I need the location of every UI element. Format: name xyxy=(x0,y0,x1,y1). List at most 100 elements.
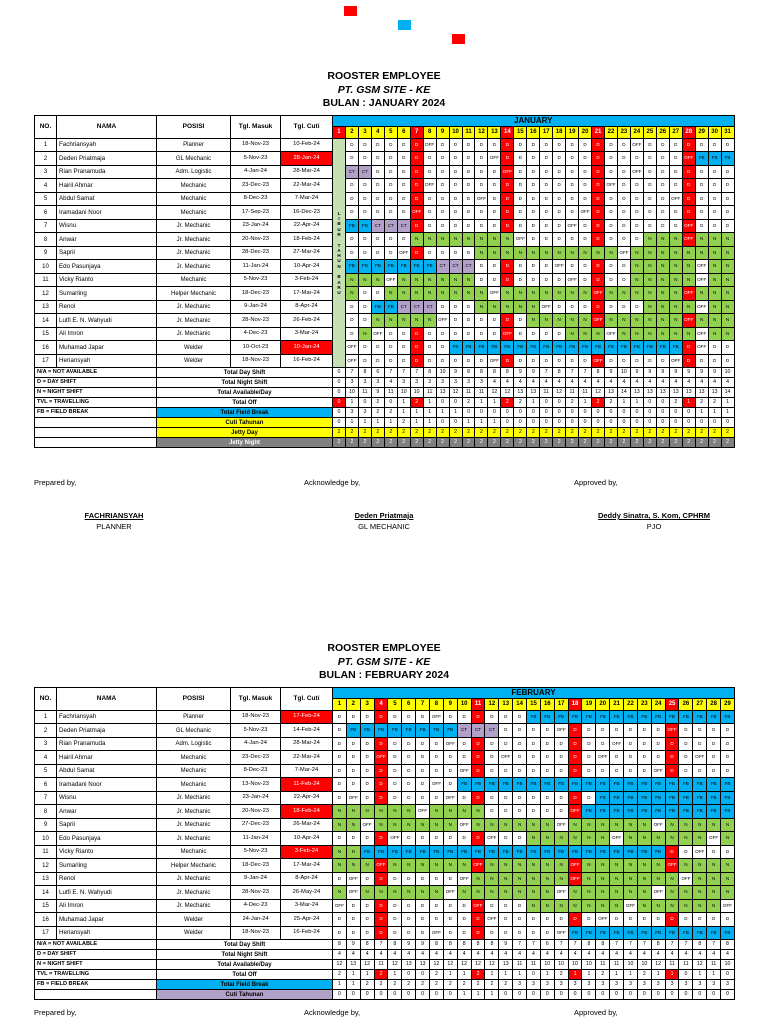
shift-cell: N xyxy=(720,245,735,261)
shift-cell: N xyxy=(720,871,735,887)
holiday-strip-letter: A xyxy=(337,247,341,253)
shift-cell: FB xyxy=(623,844,638,860)
shift-cell: FB xyxy=(357,218,372,234)
employee-row: 16 Muhamad Japar Welder 10-Oct-23 10-Jan-24 O… xyxy=(34,340,735,355)
roster-table-january: NO. NAMA POSISI Tgl. Masuk Tgl. Cuti JANUARY 1… xyxy=(34,114,735,449)
summary-value: 8 xyxy=(581,939,597,951)
summary-value: 0 xyxy=(668,417,683,429)
day-header-cell-holiday: 18 xyxy=(567,697,583,711)
employee-position: Jr. Mechanic xyxy=(156,898,231,914)
summary-value: 2 xyxy=(707,437,722,449)
shift-cell: D xyxy=(668,205,683,220)
employee-row: 10 Edo Pasunjaya Jr. Mechanic 11-Jan-24 10-A… xyxy=(34,259,735,274)
shift-cell: FB xyxy=(526,777,541,792)
shift-cell: OFF xyxy=(484,912,500,927)
shift-cell: OFF xyxy=(678,871,694,887)
shift-cell: D xyxy=(707,353,722,369)
shift-cell: N xyxy=(604,286,618,301)
summary-row: TVL = TRAVELLING Total Off 2 1 1 2 1 0 0 2 1 1 2 1 1 1 0… xyxy=(34,969,735,981)
shift-cell: N xyxy=(401,858,417,873)
shift-cell: OFF xyxy=(692,750,708,765)
shift-cell: D xyxy=(567,723,583,738)
shift-cell: D xyxy=(383,205,398,220)
shift-cell: N xyxy=(642,326,657,342)
shift-cell: D xyxy=(692,723,708,738)
shift-cell: D xyxy=(720,218,735,234)
day-number-row: 1 2 3 4 5 6 7 8 9 10 11 12 13 14 15 16 17 18 19 20 21 22 23 24 2… xyxy=(35,125,735,139)
shift-cell: OFF xyxy=(422,137,437,153)
shift-cell: D xyxy=(359,763,375,779)
signature-acknowledge: Acknowledge by, Deden Priatmaja GL MECHA… xyxy=(304,478,464,531)
summary-value: 12 xyxy=(500,387,515,399)
summary-value: 2 xyxy=(474,437,489,449)
summary-value: 13 xyxy=(681,387,696,399)
shift-cell: N xyxy=(357,272,372,288)
summary-value: 2 xyxy=(357,437,372,449)
shift-cell: N xyxy=(470,817,486,833)
summary-value: 11 xyxy=(461,387,476,399)
day-header-cell: 22 xyxy=(623,697,638,711)
shift-cell: D xyxy=(513,164,528,180)
shift-cell: OFF xyxy=(422,178,437,193)
shift-cell: FB xyxy=(539,777,555,792)
shift-cell: D xyxy=(526,137,541,153)
shift-cell: N xyxy=(484,858,500,873)
shift-cell: OFF xyxy=(609,736,625,752)
shift-cell: D xyxy=(401,736,417,752)
shift-cell: D xyxy=(387,777,403,792)
shift-cell: D xyxy=(415,736,431,752)
shift-cell: D xyxy=(706,723,722,738)
shift-cell: FB xyxy=(595,804,611,819)
shift-cell: N xyxy=(655,326,670,342)
shift-cell: D xyxy=(512,925,528,941)
shift-cell: N xyxy=(681,299,696,315)
shift-cell: D xyxy=(500,178,515,193)
day-header-cell: 20 xyxy=(578,125,593,139)
shift-cell: N xyxy=(636,817,652,833)
shift-cell: OFF xyxy=(553,885,569,900)
shift-cell: D xyxy=(344,245,359,261)
shift-cell: D xyxy=(387,790,403,806)
shift-cell: N xyxy=(484,817,500,833)
shift-cell: N xyxy=(636,871,652,887)
shift-cell: N xyxy=(578,286,593,301)
shift-cell: N xyxy=(655,245,670,261)
summary-value: 1 xyxy=(526,397,541,409)
shift-cell: FB xyxy=(706,709,722,725)
shift-cell: N xyxy=(581,817,597,833)
summary-value: 9 xyxy=(498,939,514,951)
shift-cell: N xyxy=(345,858,361,873)
shift-cell: OFF xyxy=(539,299,554,315)
row-number: 7 xyxy=(34,218,57,234)
shift-cell: D xyxy=(513,151,528,166)
summary-value: 11 xyxy=(383,387,398,399)
shift-cell: FB xyxy=(720,777,735,792)
shift-cell: D xyxy=(655,137,670,153)
summary-value: 7 xyxy=(609,939,625,951)
shift-cell: D xyxy=(345,912,361,927)
shift-cell: OFF xyxy=(720,898,735,914)
shift-cell: D xyxy=(565,299,580,315)
row-number: 6 xyxy=(34,777,57,792)
shift-cell: D xyxy=(474,178,489,193)
shift-cell: D xyxy=(591,259,606,274)
shift-cell: D xyxy=(655,191,670,207)
shift-cell: D xyxy=(609,723,625,738)
row-number: 10 xyxy=(34,831,57,846)
summary-value: 10 xyxy=(409,387,424,399)
shift-cell: D xyxy=(595,736,611,752)
shift-cell: D xyxy=(359,790,375,806)
summary-value: 2 xyxy=(359,979,375,991)
shift-cell: D xyxy=(578,353,593,369)
employee-name: Deden Priatmaja xyxy=(56,723,157,738)
shift-cell: N xyxy=(609,871,625,887)
shift-cell: FB xyxy=(642,340,657,355)
summary-value: 0 xyxy=(387,989,403,1001)
shift-cell: D xyxy=(513,272,528,288)
tgl-cuti-value: 17-Mar-24 xyxy=(280,858,333,873)
summary-value: 7 xyxy=(664,939,680,951)
tgl-cuti-value: 25-Apr-24 xyxy=(280,912,333,927)
summary-value: 4 xyxy=(681,377,696,389)
shift-cell: N xyxy=(678,885,694,900)
summary-value: 0 xyxy=(498,989,514,1001)
